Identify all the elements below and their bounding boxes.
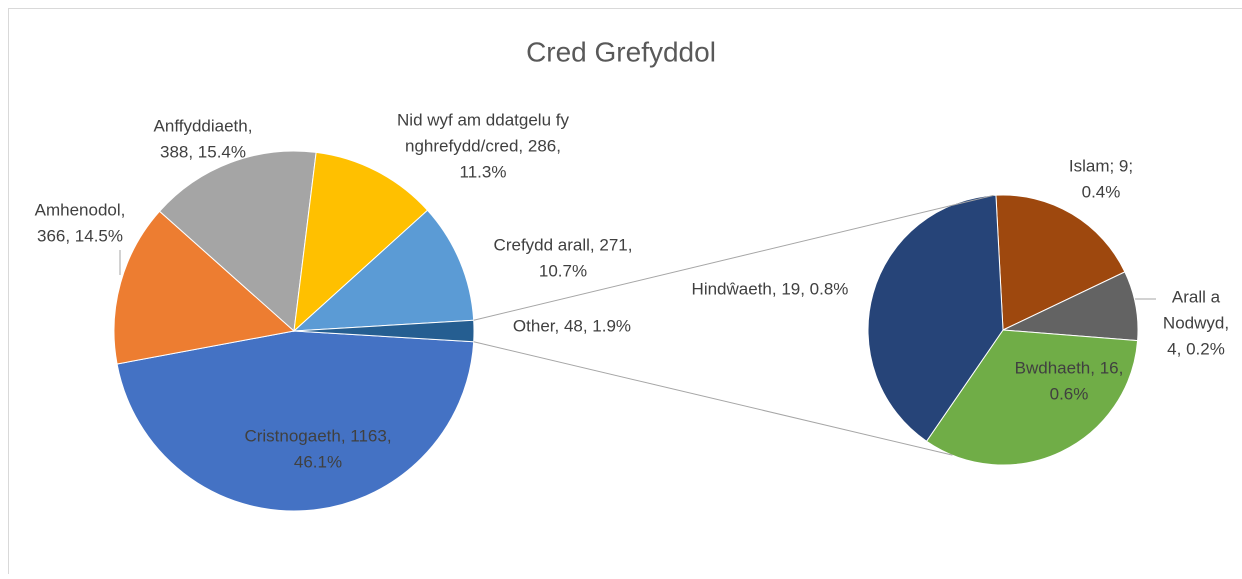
chart-title: Cred Grefyddol [526, 36, 716, 67]
data-label: Cristnogaeth, 1163, [244, 426, 391, 445]
data-label: 4, 0.2% [1167, 339, 1225, 358]
data-label: 388, 15.4% [160, 142, 246, 161]
data-label: Bwdhaeth, 16, [1015, 358, 1124, 377]
data-label: Islam; 9; [1069, 156, 1133, 175]
data-label: Crefydd arall, 271, [494, 235, 633, 254]
data-label: 0.6% [1050, 384, 1089, 403]
data-label: Other, 48, 1.9% [513, 316, 631, 335]
data-label: Hindŵaeth, 19, 0.8% [692, 279, 849, 298]
data-label: 366, 14.5% [37, 226, 123, 245]
data-label: 10.7% [539, 261, 587, 280]
data-label: Arall a [1172, 287, 1221, 306]
data-label: 0.4% [1082, 182, 1121, 201]
data-label: 46.1% [294, 452, 342, 471]
data-label: 11.3% [460, 162, 507, 181]
data-label: Amhenodol, [35, 200, 126, 219]
data-label: Nodwyd, [1163, 313, 1229, 332]
data-label: Anffyddiaeth, [154, 116, 253, 135]
pie-slice: Cristnogaeth [117, 331, 474, 511]
data-label: nghrefydd/cred, 286, [405, 136, 561, 155]
data-label: Nid wyf am ddatgelu fy [397, 110, 569, 129]
